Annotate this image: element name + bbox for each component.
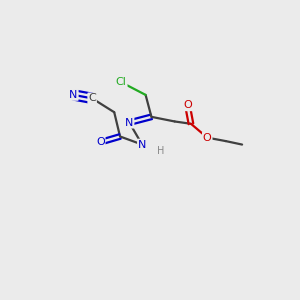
Text: O: O bbox=[203, 133, 212, 142]
Text: N: N bbox=[125, 118, 134, 128]
Text: O: O bbox=[183, 100, 192, 110]
Text: H: H bbox=[157, 146, 164, 157]
Text: N: N bbox=[69, 90, 78, 100]
Text: O: O bbox=[96, 137, 105, 147]
Text: C: C bbox=[88, 93, 96, 103]
Text: Cl: Cl bbox=[116, 77, 127, 87]
Text: N: N bbox=[138, 140, 146, 150]
